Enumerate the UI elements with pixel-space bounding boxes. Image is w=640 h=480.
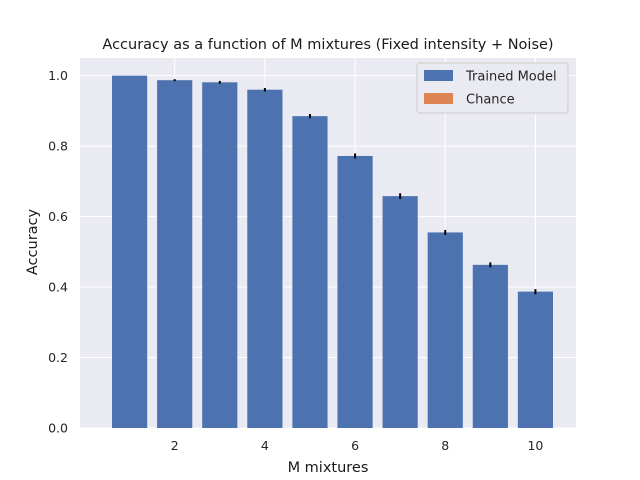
x-tick-label-8: 8	[441, 438, 449, 453]
y-tick-label-0: 0.0	[48, 421, 68, 436]
x-tick-label-4: 4	[261, 438, 269, 453]
x-tick-label-2: 2	[171, 438, 179, 453]
legend-swatch-trained-model	[424, 70, 453, 81]
y-tick-label-5: 1.0	[48, 68, 68, 83]
bar-trained-model-3	[202, 82, 238, 429]
bar-trained-model-9	[472, 264, 508, 428]
bar-trained-model-6	[337, 155, 373, 428]
y-tick-label-4: 0.8	[48, 139, 68, 154]
x-tick-label-6: 6	[351, 438, 359, 453]
legend-box	[416, 62, 569, 114]
y-tick-label-1: 0.2	[48, 350, 68, 365]
bar-trained-model-4	[247, 89, 283, 428]
bar-trained-model-1	[112, 75, 148, 428]
legend-label-trained-model: Trained Model	[465, 70, 557, 85]
x-axis-label: M mixtures	[288, 460, 369, 476]
bar-trained-model-2	[157, 80, 193, 428]
y-tick-label-3: 0.6	[48, 209, 68, 224]
y-tick-label-2: 0.4	[48, 280, 68, 295]
y-axis-label: Accuracy	[25, 208, 41, 275]
bar-trained-model-7	[382, 196, 418, 428]
y-tick-labels: 0.0 0.2 0.4 0.6 0.8 1.0	[48, 68, 68, 435]
chart-title: Accuracy as a function of M mixtures (Fi…	[102, 37, 553, 53]
bar-trained-model-10	[517, 291, 554, 428]
bar-trained-model-8	[427, 232, 463, 428]
legend-label-chance: Chance	[466, 93, 515, 108]
legend: Trained Model Chance	[416, 62, 569, 114]
x-tick-label-10: 10	[527, 438, 543, 453]
bars-group	[112, 75, 554, 429]
error-bars-group	[173, 79, 537, 295]
bar-trained-model-5	[292, 116, 328, 429]
legend-swatch-chance	[424, 93, 453, 104]
x-tick-labels: 2 4 6 8 10	[171, 438, 544, 453]
